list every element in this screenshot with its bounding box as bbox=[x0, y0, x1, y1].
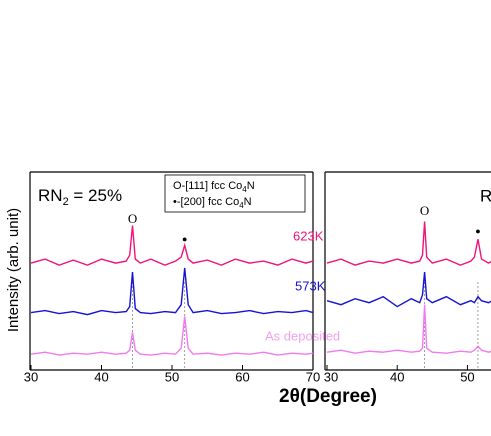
series-label: 623K bbox=[293, 228, 324, 243]
y-axis-label: Intensity (arb. unit) bbox=[5, 208, 22, 332]
peak-label: ● bbox=[182, 234, 187, 244]
x-tick-label: 60 bbox=[235, 369, 249, 384]
xrd-curve bbox=[326, 271, 491, 308]
xrd-curve bbox=[30, 316, 314, 356]
legend-entry: •-[200] fcc Co4N bbox=[173, 196, 252, 210]
peak-label: ● bbox=[475, 226, 480, 236]
x-tick-label: 40 bbox=[390, 369, 404, 384]
x-tick-label: 50 bbox=[165, 369, 179, 384]
title-part: 2 bbox=[63, 196, 69, 208]
x-tick-label: 50 bbox=[460, 369, 474, 384]
xrd-curve bbox=[30, 225, 314, 266]
peak-label: O bbox=[420, 203, 429, 218]
legend-part: 4 bbox=[239, 201, 244, 210]
legend-box bbox=[164, 174, 306, 213]
xrd-curve bbox=[326, 221, 491, 266]
legend-entry: O-[111] fcc Co4N bbox=[173, 180, 255, 194]
legend-part: O-[111] fcc Co bbox=[173, 180, 242, 192]
panel-title: RN2 = 25% bbox=[38, 186, 122, 207]
legend-part: 4 bbox=[242, 185, 247, 194]
title-part: = 25% bbox=[69, 186, 122, 205]
legend-part: •-[200] fcc Co bbox=[173, 196, 239, 208]
xrd-curve bbox=[30, 267, 314, 316]
panel-title: R bbox=[480, 186, 491, 205]
title-part: RN bbox=[38, 186, 63, 205]
peak-label: O bbox=[128, 211, 137, 226]
x-axis-label: 2θ(Degree) bbox=[279, 386, 377, 407]
legend-part: N bbox=[247, 180, 255, 192]
series-label: 573K bbox=[295, 278, 326, 293]
x-tick-label: 40 bbox=[94, 369, 108, 384]
x-tick-label: 70 bbox=[306, 369, 320, 384]
x-tick-label: 30 bbox=[24, 369, 38, 384]
x-tick-label: 30 bbox=[324, 369, 338, 384]
xrd-curve bbox=[326, 304, 491, 354]
legend-part: N bbox=[244, 196, 252, 208]
series-label: As deposited bbox=[265, 328, 340, 343]
